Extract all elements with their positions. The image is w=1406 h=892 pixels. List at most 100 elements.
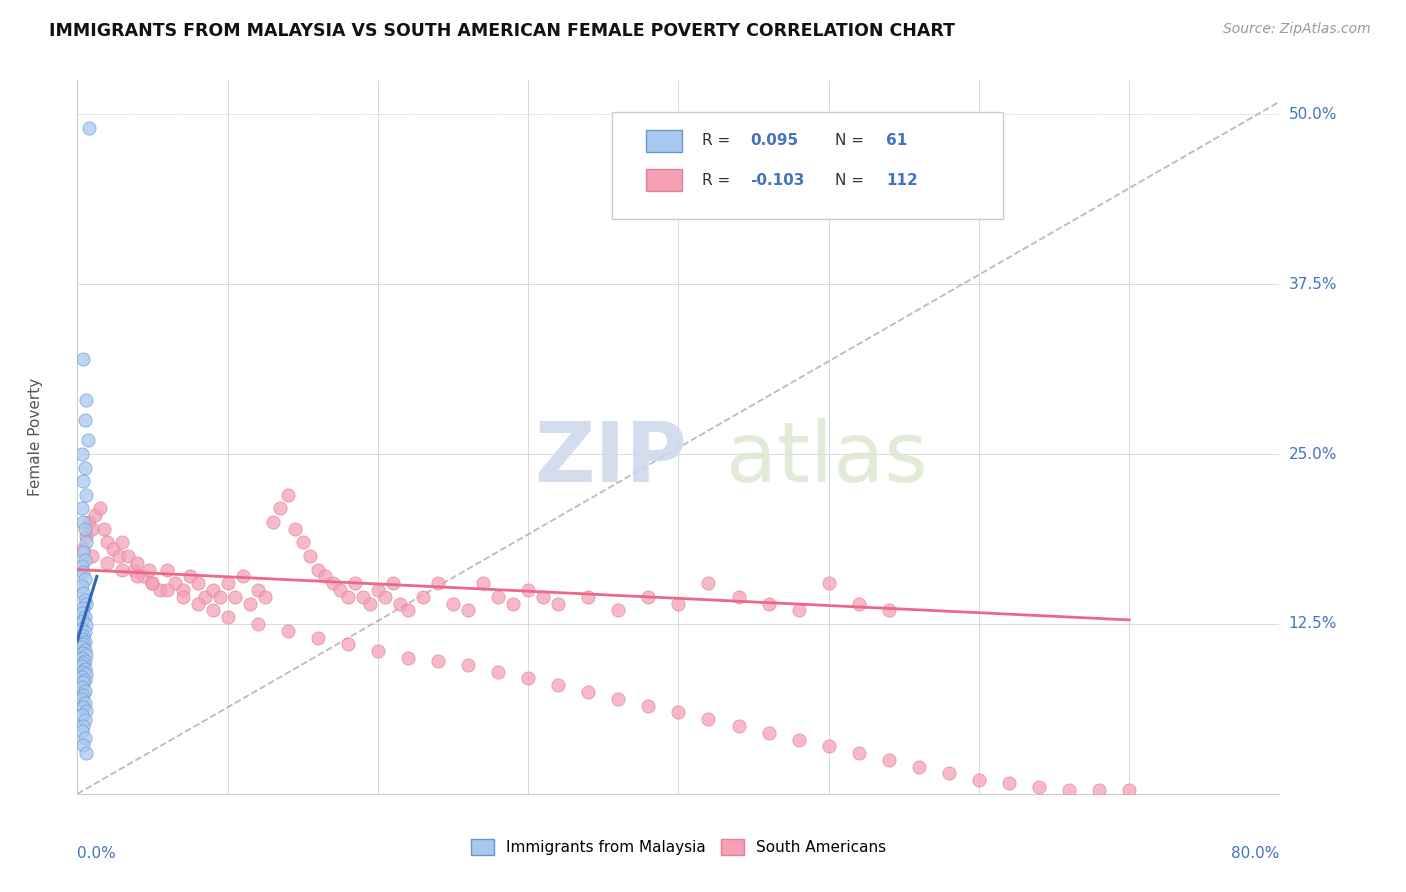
Point: [938, 766, 960, 780]
Point: [72, 657, 94, 671]
Point: [1118, 782, 1140, 797]
Text: IMMIGRANTS FROM MALAYSIA VS SOUTH AMERICAN FEMALE POVERTY CORRELATION CHART: IMMIGRANTS FROM MALAYSIA VS SOUTH AMERIC…: [49, 22, 955, 40]
Point: [72, 600, 94, 615]
Point: [486, 665, 509, 679]
Point: [73, 572, 96, 586]
Point: [517, 671, 540, 685]
Point: [72, 637, 94, 651]
Point: [72, 665, 94, 679]
Point: [269, 501, 291, 516]
Point: [132, 569, 155, 583]
Point: [127, 569, 149, 583]
Point: [93, 522, 115, 536]
Text: Female Poverty: Female Poverty: [28, 378, 42, 496]
Text: 80.0%: 80.0%: [1232, 846, 1279, 861]
Point: [396, 603, 419, 617]
Point: [84, 508, 107, 523]
Point: [381, 576, 404, 591]
Point: [73, 731, 96, 746]
Point: [787, 732, 810, 747]
Point: [73, 413, 96, 427]
Point: [531, 590, 554, 604]
Point: [70, 501, 93, 516]
Point: [75, 667, 97, 681]
Point: [486, 590, 509, 604]
Text: 12.5%: 12.5%: [1288, 616, 1337, 632]
Point: [299, 549, 322, 563]
Point: [70, 651, 93, 665]
Text: 0.095: 0.095: [751, 134, 799, 148]
Point: [727, 719, 749, 733]
Point: [73, 662, 96, 676]
Point: [607, 691, 630, 706]
Point: [72, 475, 94, 489]
Point: [576, 590, 599, 604]
Point: [72, 699, 94, 714]
Point: [307, 631, 329, 645]
Text: 112: 112: [886, 173, 918, 187]
Point: [76, 434, 98, 448]
Point: [111, 535, 134, 549]
Text: N =: N =: [835, 173, 869, 187]
Point: [75, 746, 97, 760]
Point: [727, 590, 749, 604]
Point: [127, 556, 149, 570]
Point: [877, 603, 900, 617]
Point: [75, 704, 97, 718]
Point: [72, 614, 94, 628]
Point: [141, 576, 163, 591]
Point: [441, 597, 464, 611]
Point: [389, 597, 412, 611]
Point: [70, 659, 93, 673]
Point: [75, 535, 97, 549]
Text: -0.103: -0.103: [751, 173, 804, 187]
Point: [232, 569, 254, 583]
Point: [73, 592, 96, 607]
Text: 25.0%: 25.0%: [1288, 447, 1337, 461]
Point: [73, 642, 96, 657]
Point: [291, 535, 314, 549]
Point: [70, 558, 93, 573]
Point: [277, 624, 299, 638]
Point: [73, 625, 96, 640]
FancyBboxPatch shape: [645, 130, 682, 152]
Point: [239, 597, 262, 611]
Point: [217, 610, 239, 624]
Point: [547, 597, 569, 611]
Point: [75, 488, 97, 502]
Point: [472, 576, 495, 591]
Point: [179, 569, 201, 583]
Point: [637, 698, 659, 713]
Text: 50.0%: 50.0%: [1288, 107, 1337, 122]
Point: [138, 563, 160, 577]
Point: [72, 646, 94, 660]
Point: [73, 696, 96, 710]
Point: [163, 576, 186, 591]
Point: [848, 746, 870, 760]
Point: [367, 582, 389, 597]
Point: [72, 515, 94, 529]
Point: [329, 582, 352, 597]
Point: [396, 651, 419, 665]
Point: [246, 617, 269, 632]
Point: [284, 522, 307, 536]
Point: [70, 670, 93, 684]
Point: [70, 632, 93, 646]
Point: [277, 488, 299, 502]
Point: [72, 675, 94, 690]
FancyBboxPatch shape: [645, 169, 682, 191]
Point: [73, 522, 96, 536]
Point: [82, 522, 104, 536]
Point: [314, 569, 336, 583]
Point: [697, 576, 720, 591]
Point: [262, 515, 284, 529]
Point: [336, 637, 359, 651]
Point: [201, 582, 224, 597]
Point: [111, 563, 134, 577]
Point: [758, 725, 780, 739]
Point: [70, 640, 93, 654]
Point: [967, 773, 990, 788]
Point: [72, 688, 94, 702]
Point: [344, 576, 367, 591]
Point: [217, 576, 239, 591]
